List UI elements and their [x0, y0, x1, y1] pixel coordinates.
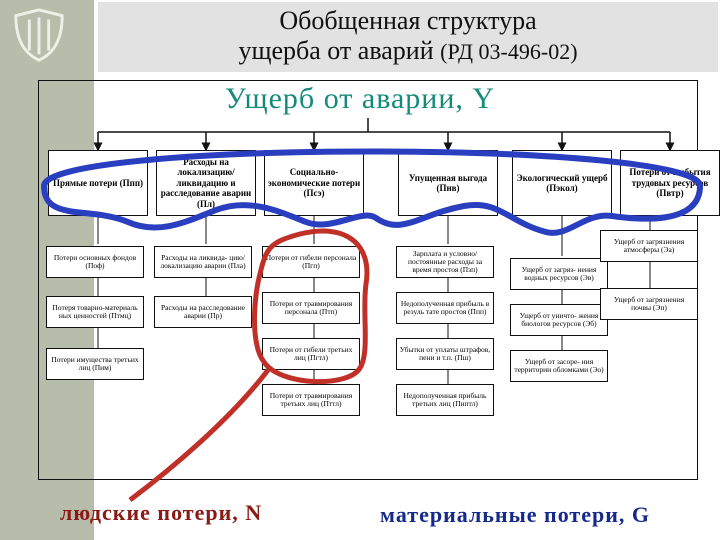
sub-pl-1: Расходы на расследование аварии (Пр)	[154, 296, 252, 328]
sub-pl-0: Расходы на ликвида- цию/локализацию авар…	[154, 246, 252, 278]
title-line-1: Обобщенная структура	[98, 6, 718, 36]
category-pse: Социально-экономические потери (Псэ)	[264, 150, 364, 216]
sub-pek-1: Ущерб от уничто- жения биологов ресурсов…	[510, 304, 608, 336]
sub-pnv-2: Убытки от уплаты штрафов, пени и т.п. (П…	[396, 338, 494, 370]
sub-pnv-0: Зарплата и условно/ постоянные расходы з…	[396, 246, 494, 278]
title-line-2a: ущерба от аварий	[238, 36, 440, 65]
title-line-2b: (РД 03-496-02)	[440, 39, 577, 64]
sub-pse-2: Потери от гибели третьих лиц (Пгтл)	[262, 338, 360, 370]
root-label: Ущерб от аварии, Y	[0, 82, 720, 116]
category-pvt: Потери от выбытия трудовых ресурсов (Пвт…	[620, 150, 720, 216]
sub-pek-4: Ущерб от загрязнения почвы (Эп)	[600, 288, 698, 320]
shield-icon	[10, 6, 68, 64]
sub-pse-0: Потери от гибели персонала (Пгп)	[262, 246, 360, 278]
category-ppp: Прямые потери (Ппп)	[48, 150, 148, 216]
sub-ppp-1: Потеря товарно-материаль ных ценностей (…	[46, 296, 144, 328]
sub-pnv-1: Недополученная прибыль в резуль тате про…	[396, 292, 494, 324]
sub-pek-2: Ущерб от засоре- ния территории обломкам…	[510, 350, 608, 382]
category-pl: Расходы на локализацию/ ликвидацию и рас…	[156, 150, 256, 216]
sub-pek-3: Ущерб от загрязнения атмосферы (Эа)	[600, 230, 698, 262]
sub-ppp-2: Потери имущества третьих лиц (Пим)	[46, 348, 144, 380]
label-n: людские потери, N	[60, 500, 262, 526]
sub-pek-0: Ущерб от загряз- нения водных ресурсов (…	[510, 258, 608, 290]
sub-pse-1: Потери от травмирования персонала (Птп)	[262, 292, 360, 324]
sub-pse-3: Потери от травмирования третьих лиц (Птт…	[262, 384, 360, 416]
sub-ppp-0: Потери основных фондов (Поф)	[46, 246, 144, 278]
label-g: материальные потери, G	[380, 502, 650, 528]
category-pnv: Упущенная выгода (Пнв)	[398, 150, 498, 216]
title-band: Обобщенная структура ущерба от аварий (Р…	[98, 2, 718, 72]
category-pek: Экологический ущерб (Пэкол)	[512, 150, 612, 216]
title-line-2: ущерба от аварий (РД 03-496-02)	[98, 36, 718, 66]
sub-pnv-3: Недополученная прибыль третьих лиц (Пнпт…	[396, 384, 494, 416]
